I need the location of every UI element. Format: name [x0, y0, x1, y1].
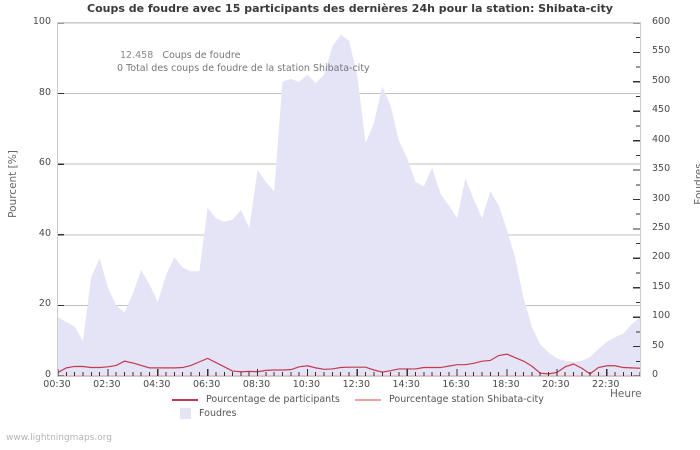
y-axis-right-tick-550: 550: [652, 45, 671, 57]
y-axis-left-tick-100: 100: [32, 16, 51, 27]
y-axis-left-tick-60: 60: [38, 157, 51, 169]
y-axis-right-title: Foudres: [693, 163, 700, 205]
y-axis-right-tick-100: 100: [652, 310, 671, 322]
participants-percentage-series: [58, 353, 640, 375]
x-axis-tick-16-30: 16:30: [442, 379, 470, 390]
y-axis-left-ticks: [58, 23, 64, 376]
x-axis-tick-04-30: 04:30: [143, 379, 171, 390]
y-axis-left-tick-40: 40: [38, 227, 51, 239]
plot-area: 12.458 Coups de foudre 0 Total des coups…: [57, 22, 641, 377]
y-axis-right-tick-350: 350: [652, 163, 671, 175]
x-axis-tick-06-30: 06:30: [192, 379, 221, 390]
y-axis-left-tick-20: 20: [38, 298, 51, 310]
footer-url: www.lightningmaps.org: [6, 433, 112, 443]
legend-item-station: Pourcentage station Shibata-city: [355, 394, 544, 405]
x-axis-tick-22-30: 22:30: [592, 379, 620, 390]
legend-item-lightning: Foudres: [172, 408, 236, 419]
plot-svg: [58, 23, 640, 376]
x-axis-tick-14-30: 14:30: [392, 379, 420, 390]
legend-item-participants: Pourcentage de participants: [172, 394, 340, 405]
y-axis-right-tick-250: 250: [652, 221, 671, 233]
x-axis-tick-12-30: 12:30: [342, 379, 370, 390]
x-axis-ticks: [58, 369, 640, 376]
y-axis-right-ticks: [633, 23, 640, 376]
y-axis-right-tick-200: 200: [652, 251, 671, 263]
x-axis-tick-10-30: 10:30: [292, 379, 321, 390]
y-axis-left-tick-0: 0: [44, 369, 51, 380]
y-axis-right-tick-300: 300: [652, 192, 671, 204]
y-axis-right-tick-50: 50: [652, 339, 665, 351]
y-axis-right-tick-600: 600: [652, 16, 671, 27]
x-axis-tick-18-30: 18:30: [492, 379, 520, 390]
x-axis-tick-20-30: 20:30: [542, 379, 570, 390]
legend-label-lightning: Foudres: [199, 408, 237, 419]
page-title: Coups de foudre avec 15 participants des…: [87, 2, 613, 15]
x-axis-tick-02-30: 02:30: [93, 379, 121, 390]
y-axis-right-tick-400: 400: [652, 133, 671, 145]
lightning-area-series: [58, 34, 640, 376]
legend-label-participants: Pourcentage de participants: [206, 394, 340, 405]
y-axis-right-tick-150: 150: [652, 280, 671, 292]
x-axis-tick-00-30: 00:30: [43, 379, 71, 390]
y-axis-right-tick-0: 0: [652, 369, 659, 380]
legend-swatch-lightning: [180, 408, 191, 419]
y-axis-left-tick-80: 80: [38, 86, 51, 98]
x-axis-title: Heure: [610, 388, 642, 400]
x-axis-tick-08-30: 08:30: [242, 379, 271, 390]
legend-label-station: Pourcentage station Shibata-city: [389, 394, 544, 405]
legend-swatch-station: [355, 398, 381, 401]
legend-swatch-participants: [172, 398, 198, 401]
y-axis-right-tick-500: 500: [652, 74, 671, 86]
y-axis-right-tick-450: 450: [652, 104, 671, 116]
